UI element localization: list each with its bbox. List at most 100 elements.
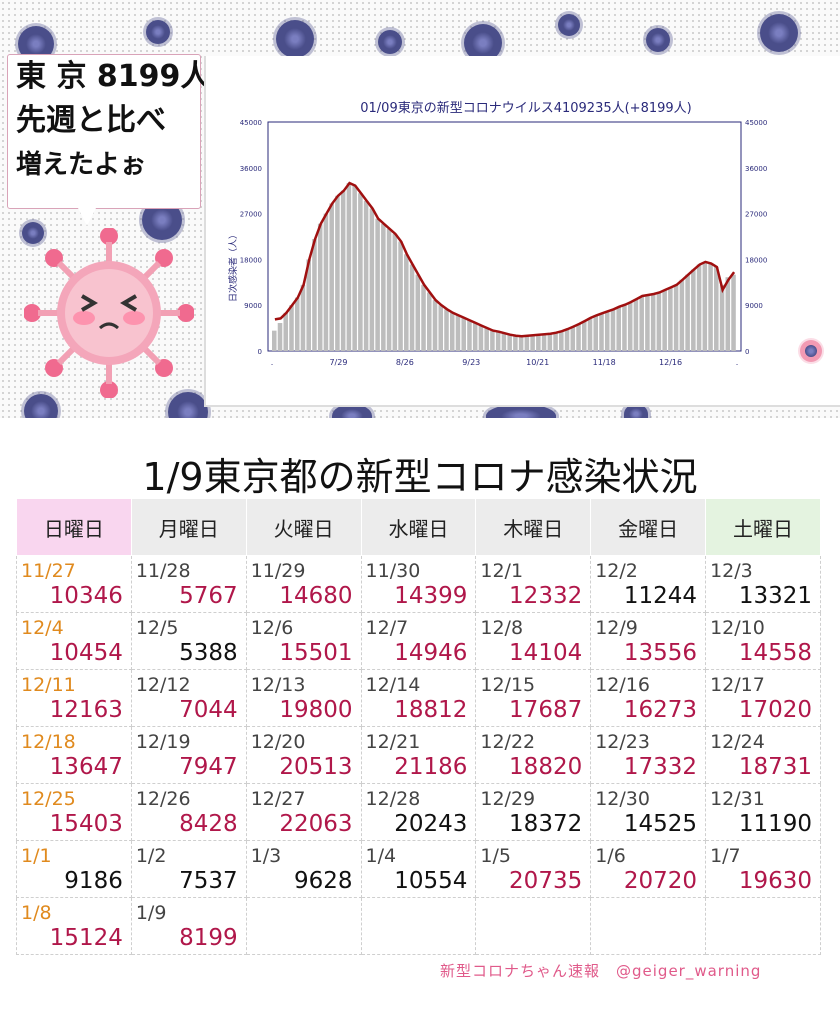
case-count: 18372: [509, 811, 583, 837]
bar: [604, 311, 610, 351]
speech-tail: [78, 208, 96, 226]
virus-icon: [276, 20, 314, 58]
day-cell: 1/3 9628: [245, 840, 362, 898]
day-cell: 11/30 14399: [360, 555, 477, 613]
y-axis-label: 日次感染者（人）: [227, 230, 239, 302]
day-cell: 12/8 14104: [475, 612, 592, 670]
bar: [627, 302, 633, 351]
date-label: 12/27: [250, 788, 306, 810]
bar: [524, 335, 530, 351]
y-tick-label: 36000: [745, 165, 767, 173]
bar: [696, 264, 702, 351]
x-tick-label: .: [271, 358, 274, 367]
case-count: 21186: [394, 754, 468, 780]
bar: [415, 274, 421, 351]
date-label: 12/26: [135, 788, 191, 810]
case-count: 13647: [49, 754, 123, 780]
bar: [329, 203, 334, 351]
bar: [541, 334, 547, 351]
case-count: 14104: [509, 640, 583, 666]
bar: [467, 320, 472, 351]
day-cell: 12/15 17687: [475, 669, 592, 727]
day-cell: 12/9 13556: [590, 612, 707, 670]
bar: [289, 305, 294, 351]
bar: [731, 274, 736, 351]
bar: [685, 274, 690, 351]
bar: [725, 277, 731, 351]
bar: [559, 331, 564, 351]
bar: [645, 295, 650, 351]
bar: [272, 330, 277, 351]
case-count: 17020: [738, 697, 812, 723]
date-label: 1/6: [595, 845, 626, 867]
date-label: 12/13: [250, 674, 306, 696]
bar: [650, 294, 656, 351]
bar: [398, 241, 403, 351]
case-count: 7044: [179, 697, 238, 723]
day-cell: 12/7 14946: [360, 612, 477, 670]
day-cell: 12/18 13647: [16, 726, 132, 784]
day-cell: 11/27 10346: [16, 555, 132, 613]
weekly-table: 日曜日 月曜日 火曜日 水曜日 木曜日 金曜日 土曜日 11/27 10346 11/28 576…: [16, 498, 821, 955]
date-label: 12/1: [480, 560, 524, 582]
bar: [438, 305, 444, 351]
status-section: 1/9東京都の新型コロナ感染状況 日曜日 月曜日 火曜日 水曜日 木曜日 金曜日 土曜日 1…: [0, 418, 840, 1024]
date-label: 1/3: [250, 845, 282, 867]
day-cell: [705, 897, 821, 955]
day-cell: 12/11 12163: [16, 669, 132, 727]
speech-line-1: 東 京 8199人: [16, 59, 211, 94]
bar: [564, 329, 570, 351]
case-count: 20243: [394, 811, 468, 837]
bar: [593, 315, 599, 351]
virus-icon: [142, 200, 182, 240]
case-count: 11244: [623, 583, 698, 609]
case-count: 20513: [279, 754, 353, 780]
bar: [277, 323, 283, 351]
bar: [570, 326, 576, 351]
bar: [513, 335, 518, 351]
bar: [294, 297, 300, 351]
day-header: 金曜日: [590, 498, 707, 556]
bar: [719, 284, 725, 351]
chart-title: 01/09東京の新型コロナウイルス4109235人(+8199人): [360, 100, 691, 116]
date-label: 12/18: [21, 731, 76, 753]
date-label: 11/27: [21, 560, 76, 582]
bar: [375, 218, 380, 351]
bar: [340, 190, 346, 351]
case-count: 22063: [279, 811, 353, 837]
case-count: 14680: [279, 583, 353, 609]
day-cell: [360, 897, 477, 955]
date-label: 1/5: [480, 845, 511, 867]
date-label: 12/25: [21, 788, 76, 810]
date-label: 11/29: [250, 560, 306, 582]
virus-icon: [760, 14, 798, 52]
bar: [587, 317, 593, 351]
bar: [300, 284, 306, 351]
day-cell: [245, 897, 362, 955]
bar: [553, 332, 558, 351]
date-label: 12/14: [365, 674, 421, 696]
day-cell: 12/14 18812: [360, 669, 477, 727]
bar: [472, 323, 478, 351]
bar: [432, 300, 438, 351]
day-cell: 11/28 5767: [130, 555, 247, 613]
bar: [358, 193, 363, 351]
date-label: 1/1: [21, 845, 52, 867]
day-cell: 1/8 15124: [16, 897, 132, 955]
x-tick-label: 8/26: [396, 358, 414, 367]
virus-icon: [800, 340, 822, 362]
date-label: 12/3: [710, 560, 753, 582]
day-cell: 12/21 21186: [360, 726, 477, 784]
day-cell: 12/19 7947: [130, 726, 247, 784]
case-count: 10554: [394, 868, 468, 894]
bar: [530, 335, 535, 351]
day-cell: 12/6 15501: [245, 612, 362, 670]
date-label: 12/5: [135, 617, 179, 639]
y-tick-label: 0: [745, 348, 749, 356]
bar: [616, 306, 621, 351]
speech-line-3: 増えたよぉ: [16, 150, 147, 180]
case-count: 11190: [738, 811, 812, 837]
date-label: 12/23: [595, 731, 650, 753]
date-label: 1/9: [135, 902, 167, 924]
y-tick-label: 18000: [745, 256, 767, 264]
